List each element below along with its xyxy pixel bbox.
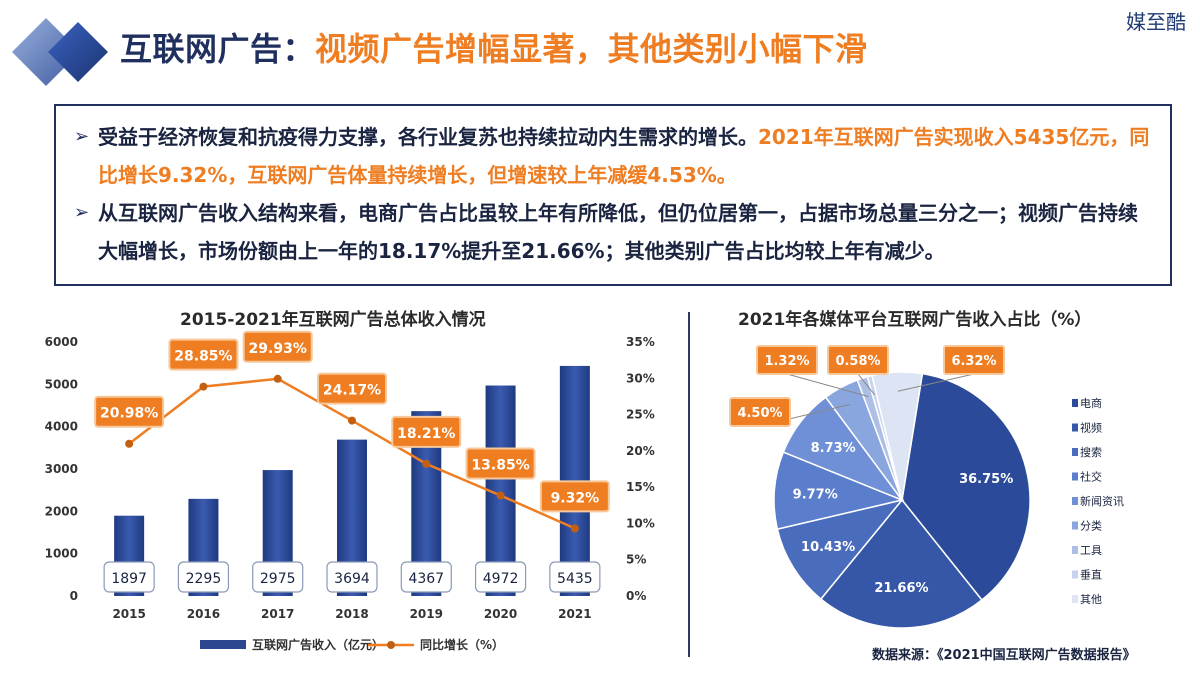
legend-label: 其他	[1080, 593, 1102, 606]
x-tick-label: 2018	[335, 607, 368, 621]
header: 互联网广告：视频广告增幅显著，其他类别小幅下滑	[0, 0, 1100, 100]
pie-chart-title: 2021年各媒体平台互联网广告收入占比（%）	[738, 305, 1091, 330]
legend-label: 垂直	[1080, 568, 1102, 582]
pie-chart: 36.75% 21.66% 10.43% 9.77% 8.73% 4.50% 1.32% 0.…	[692, 330, 1197, 645]
y-right-tick-label: 25%	[626, 408, 655, 422]
legend-swatch	[1072, 448, 1078, 456]
y-right-tick-label: 5%	[626, 553, 646, 567]
legend-bar-label: 互联网广告收入（亿元）	[252, 637, 384, 652]
bullet1-text: 受益于经济恢复和抗疫得力支撑，各行业复苏也持续拉动内生需求的增长。	[98, 125, 758, 149]
y-right-tick-label: 15%	[626, 480, 655, 494]
legend-label: 视频	[1080, 421, 1102, 435]
growth-callout-label: 24.17%	[323, 383, 381, 399]
y-left-tick-label: 5000	[45, 377, 78, 391]
bar-line-chart: 0 1000 2000 3000 4000 5000 6000 0% 5% 10% 15% 20% 25…	[0, 330, 680, 675]
legend-bar-swatch	[200, 640, 246, 649]
pie-slice-label: 8.73%	[811, 441, 856, 456]
x-tick-label: 2020	[484, 607, 517, 621]
x-tick-label: 2017	[261, 607, 294, 621]
bar-value-label: 5435	[557, 571, 593, 587]
y-left-tick-label: 0	[70, 589, 78, 603]
legend-line-marker	[387, 641, 395, 649]
y-left-tick-label: 3000	[45, 462, 78, 476]
legend-swatch	[1072, 571, 1078, 579]
growth-point	[497, 491, 505, 499]
legend-label: 新闻资讯	[1080, 494, 1124, 508]
growth-point	[422, 460, 430, 468]
summary-bullet-1: ➢ 受益于经济恢复和抗疫得力支撑，各行业复苏也持续拉动内生需求的增长。2021年…	[74, 118, 1154, 194]
x-tick-label: 2015	[112, 607, 145, 621]
summary-bullet-2: ➢ 从互联网广告收入结构来看，电商广告占比虽较上年有所降低，但仍位居第一，占据市…	[74, 194, 1154, 270]
title-highlight: 视频广告增幅显著，其他类别小幅下滑	[315, 30, 868, 68]
summary-box: ➢ 受益于经济恢复和抗疫得力支撑，各行业复苏也持续拉动内生需求的增长。2021年…	[54, 104, 1172, 286]
legend-label: 搜索	[1080, 445, 1102, 459]
pie-slice-label: 21.66%	[874, 581, 928, 596]
y-left-tick-label: 6000	[45, 335, 78, 349]
bar-value-label: 2975	[260, 571, 296, 587]
legend-line-label: 同比增长（%）	[420, 637, 504, 652]
pie-callout-label: 6.32%	[951, 354, 996, 369]
y-right-tick-label: 20%	[626, 444, 655, 458]
legend-swatch	[1072, 399, 1078, 407]
pie-callout-label: 1.32%	[764, 354, 809, 369]
growth-callout-label: 9.32%	[551, 490, 600, 506]
bullet-arrow-icon: ➢	[74, 194, 89, 232]
legend-label: 社交	[1080, 470, 1102, 484]
growth-callout-label: 13.85%	[471, 457, 529, 473]
growth-point	[125, 440, 133, 448]
bar-value-label: 4972	[483, 571, 519, 587]
x-tick-label: 2021	[558, 607, 591, 621]
legend-label: 电商	[1080, 396, 1102, 410]
bar-value-label: 3694	[334, 571, 370, 587]
legend-label: 分类	[1080, 519, 1102, 533]
pie-callout-label: 0.58%	[835, 354, 880, 369]
legend-swatch	[1072, 497, 1078, 505]
pie-slice-label: 36.75%	[959, 472, 1013, 487]
x-tick-label: 2019	[410, 607, 443, 621]
growth-callout-label: 20.98%	[100, 406, 158, 422]
title-main: 互联网广告：	[120, 30, 315, 68]
bar-value-label: 1897	[111, 571, 147, 587]
legend-swatch	[1072, 522, 1078, 530]
y-left-tick-label: 4000	[45, 420, 78, 434]
growth-point	[274, 375, 282, 383]
pie-callout-label: 4.50%	[737, 406, 782, 421]
chart-divider	[688, 312, 690, 657]
bar-value-label: 4367	[408, 571, 444, 587]
brand-logo: 媒至酷	[1126, 6, 1186, 35]
growth-point	[571, 524, 579, 532]
y-right-tick-label: 10%	[626, 516, 655, 530]
bullet2-text: 从互联网广告收入结构来看，电商广告占比虽较上年有所降低，但仍位居第一，占据市场总…	[98, 201, 1138, 263]
y-right-tick-label: 0%	[626, 589, 646, 603]
y-right-tick-label: 35%	[626, 335, 655, 349]
y-left-tick-label: 2000	[45, 504, 78, 518]
page-title: 互联网广告：视频广告增幅显著，其他类别小幅下滑	[120, 24, 868, 70]
x-tick-label: 2016	[187, 607, 220, 621]
growth-callout-label: 28.85%	[174, 349, 232, 365]
legend-swatch	[1072, 595, 1078, 603]
diamond-logo-icon	[0, 0, 120, 100]
growth-point	[199, 383, 207, 391]
growth-callout-label: 18.21%	[397, 426, 455, 442]
y-left-tick-label: 1000	[45, 547, 78, 561]
data-source: 数据来源：《2021中国互联网广告数据报告》	[872, 644, 1136, 663]
legend-label: 工具	[1080, 544, 1102, 557]
growth-callout-label: 29.93%	[249, 341, 307, 357]
bar-value-label: 2295	[186, 571, 222, 587]
legend-swatch	[1072, 424, 1078, 432]
y-right-tick-label: 30%	[626, 371, 655, 385]
pie-slice-label: 9.77%	[793, 487, 838, 502]
legend-swatch	[1072, 546, 1078, 554]
legend-swatch	[1072, 473, 1078, 481]
growth-point	[348, 417, 356, 425]
bullet-arrow-icon: ➢	[74, 118, 89, 156]
bar-chart-title: 2015-2021年互联网广告总体收入情况	[180, 305, 486, 330]
pie-slice-label: 10.43%	[801, 540, 855, 555]
